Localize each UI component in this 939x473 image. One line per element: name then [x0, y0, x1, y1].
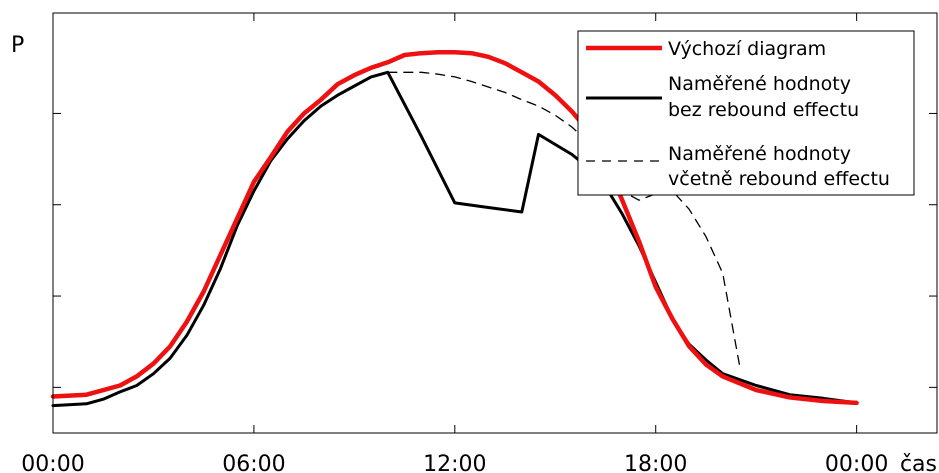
- x-tick-label: 00:00: [825, 452, 888, 473]
- plot-area: [50, 50, 859, 408]
- x-tick-label: 18:00: [624, 452, 687, 473]
- y-axis-label: P: [11, 33, 24, 58]
- axis-ticks: [52, 13, 937, 433]
- legend-label-1: Výchozí diagram: [668, 38, 826, 60]
- legend-label-3: Naměřené hodnoty: [668, 143, 851, 165]
- x-tick-label: 12:00: [423, 452, 486, 473]
- legend-label-2: bez rebound effectu: [668, 99, 859, 121]
- x-tick-labels: 00:00 06:00 12:00 18:00 00:00: [21, 452, 888, 473]
- legend: Výchozí diagram Naměřené hodnoty bez rebou…: [577, 30, 915, 196]
- x-axis-label: čas: [900, 452, 937, 473]
- series-line-3: [387, 71, 741, 366]
- legend-box: [577, 30, 915, 196]
- plot-frame: [52, 12, 938, 434]
- legend-label-2: Naměřené hodnoty: [668, 73, 851, 95]
- legend-label-3: včetně rebound effectu: [668, 168, 890, 190]
- x-tick-label: 00:00: [21, 452, 84, 473]
- series-line-1: [50, 50, 859, 406]
- x-tick-label: 06:00: [222, 452, 285, 473]
